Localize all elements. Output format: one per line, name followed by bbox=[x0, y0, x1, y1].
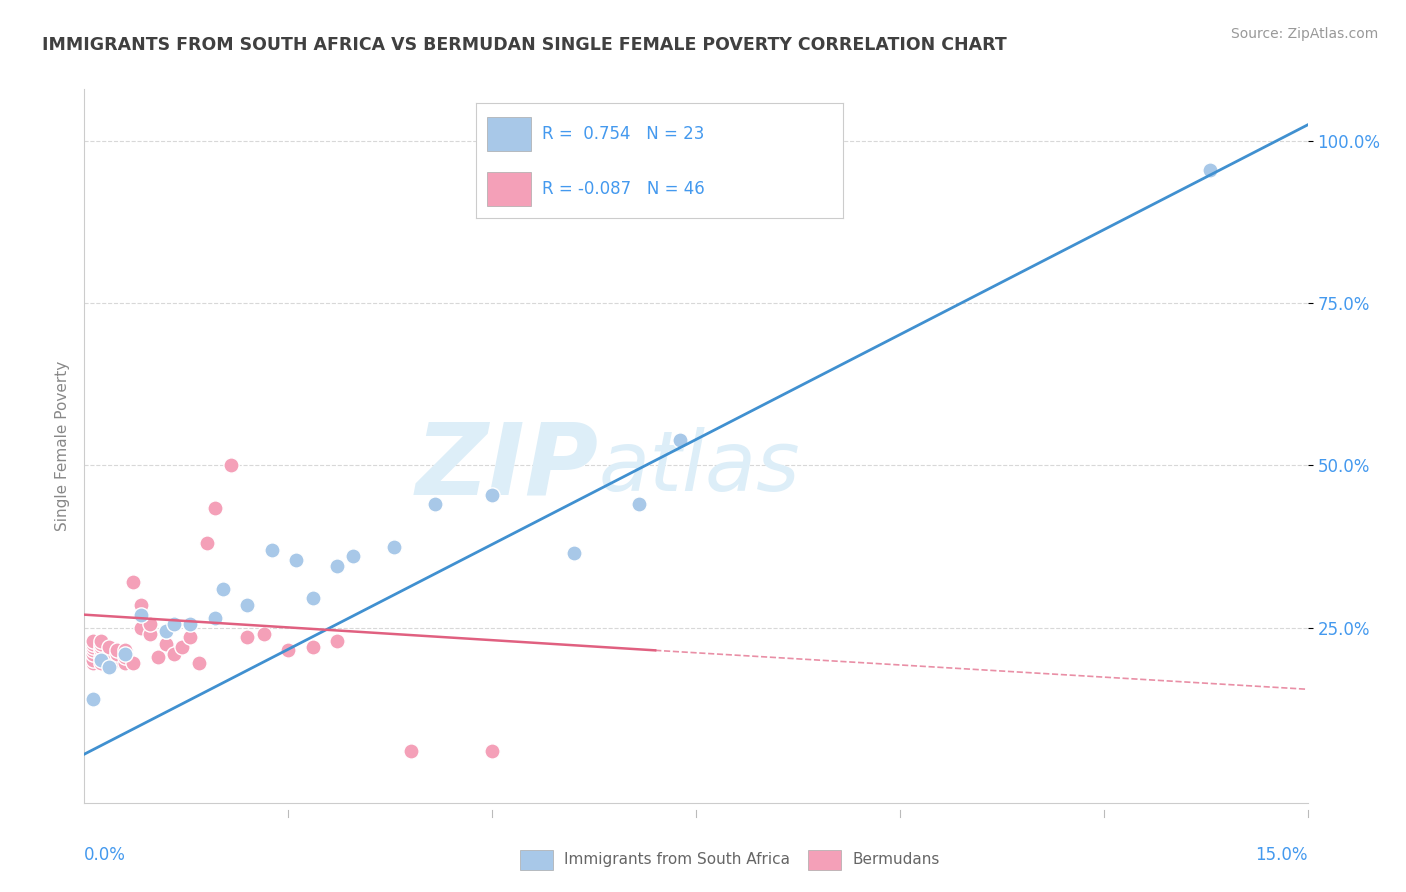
Point bbox=[277, 643, 299, 657]
Point bbox=[423, 497, 446, 511]
Point bbox=[219, 458, 242, 473]
Point bbox=[253, 627, 276, 641]
Point bbox=[138, 617, 160, 632]
Point bbox=[90, 653, 112, 667]
Point bbox=[301, 640, 323, 654]
Point bbox=[114, 657, 136, 671]
Point bbox=[131, 598, 153, 612]
Text: Source: ZipAtlas.com: Source: ZipAtlas.com bbox=[1230, 27, 1378, 41]
Point bbox=[195, 536, 218, 550]
Point bbox=[236, 598, 259, 612]
Point bbox=[155, 624, 177, 638]
Point bbox=[105, 643, 128, 657]
Point bbox=[204, 611, 226, 625]
Point bbox=[138, 627, 160, 641]
Text: ZIP: ZIP bbox=[415, 419, 598, 516]
Text: 0.0%: 0.0% bbox=[84, 846, 127, 863]
Point bbox=[131, 607, 153, 622]
Point bbox=[146, 649, 169, 664]
Point bbox=[90, 633, 112, 648]
Point bbox=[90, 637, 112, 651]
Point bbox=[131, 621, 153, 635]
Point bbox=[82, 633, 104, 648]
Point bbox=[97, 657, 120, 671]
Point bbox=[97, 647, 120, 661]
Point bbox=[114, 649, 136, 664]
Point bbox=[163, 617, 186, 632]
Point bbox=[122, 575, 145, 590]
Point bbox=[82, 637, 104, 651]
Text: atlas: atlas bbox=[598, 427, 800, 508]
Point bbox=[260, 542, 283, 557]
Point bbox=[399, 744, 422, 758]
Point bbox=[236, 631, 259, 645]
Point bbox=[97, 659, 120, 673]
Point bbox=[285, 552, 308, 566]
Point bbox=[82, 640, 104, 654]
Point bbox=[179, 631, 201, 645]
Point bbox=[179, 617, 201, 632]
Point bbox=[481, 488, 503, 502]
Point bbox=[627, 497, 650, 511]
Text: 15.0%: 15.0% bbox=[1256, 846, 1308, 863]
Point bbox=[105, 653, 128, 667]
Point bbox=[481, 744, 503, 758]
Point bbox=[82, 657, 104, 671]
Point bbox=[301, 591, 323, 606]
Point bbox=[90, 657, 112, 671]
Point bbox=[90, 643, 112, 657]
Point bbox=[122, 657, 145, 671]
Point bbox=[326, 633, 349, 648]
Point bbox=[97, 640, 120, 654]
Point bbox=[90, 640, 112, 654]
Point bbox=[342, 549, 364, 564]
Point bbox=[172, 640, 194, 654]
Point bbox=[82, 692, 104, 706]
Point bbox=[105, 647, 128, 661]
Text: Bermudans: Bermudans bbox=[852, 853, 941, 867]
Text: IMMIGRANTS FROM SOUTH AFRICA VS BERMUDAN SINGLE FEMALE POVERTY CORRELATION CHART: IMMIGRANTS FROM SOUTH AFRICA VS BERMUDAN… bbox=[42, 36, 1007, 54]
Point bbox=[1198, 163, 1220, 178]
Point bbox=[204, 500, 226, 515]
Point bbox=[82, 647, 104, 661]
Point bbox=[562, 546, 585, 560]
Point bbox=[155, 624, 177, 638]
Text: Immigrants from South Africa: Immigrants from South Africa bbox=[564, 853, 790, 867]
Point bbox=[212, 582, 235, 596]
Point bbox=[114, 643, 136, 657]
Point bbox=[155, 637, 177, 651]
Point bbox=[82, 643, 104, 657]
Point bbox=[163, 647, 186, 661]
Point bbox=[668, 433, 690, 447]
Point bbox=[326, 559, 349, 574]
Point bbox=[114, 647, 136, 661]
Point bbox=[90, 649, 112, 664]
Point bbox=[82, 653, 104, 667]
Point bbox=[97, 653, 120, 667]
Point bbox=[382, 540, 405, 554]
Point bbox=[187, 657, 209, 671]
Y-axis label: Single Female Poverty: Single Female Poverty bbox=[55, 361, 70, 531]
